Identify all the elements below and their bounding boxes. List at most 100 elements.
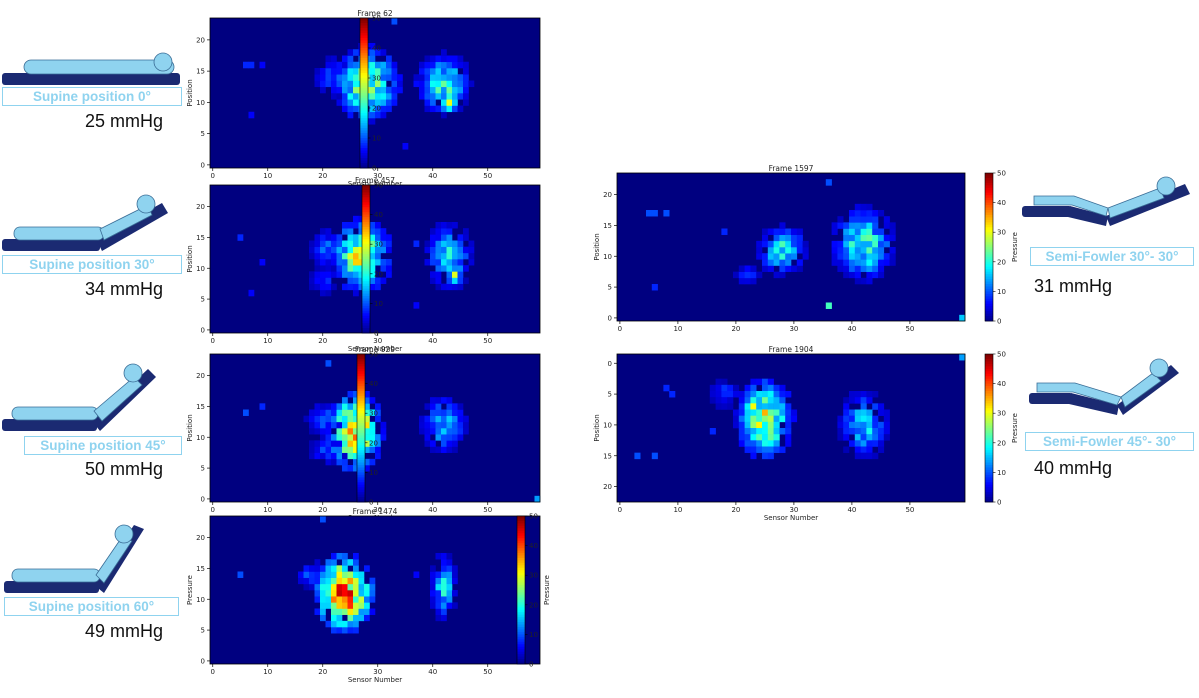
heatmap-cell [463, 421, 469, 429]
y-tick-label: 15 [196, 234, 205, 242]
heatmap-cell [837, 421, 844, 429]
heatmap-cell [336, 93, 343, 100]
colorbar-segment [360, 18, 368, 21]
pressure-value: 49 mmHg [85, 621, 164, 641]
heatmap-cell [375, 86, 381, 94]
heatmap-cell [375, 111, 381, 119]
heatmap-cell [889, 228, 896, 235]
heatmap-cell [347, 403, 354, 410]
heatmap-cell [756, 391, 763, 398]
heatmap-cell [435, 74, 442, 81]
heatmap-cell [785, 265, 792, 272]
heatmap-cell [767, 240, 774, 248]
colorbar-frame [359, 17, 369, 169]
heatmap-cell [866, 446, 873, 453]
colorbar-segment [985, 264, 993, 268]
heatmap-cell [314, 577, 321, 585]
heatmap-cell [762, 428, 769, 435]
heatmap-cell [651, 452, 658, 460]
heatmap-cell [843, 253, 850, 260]
heatmap-cell [435, 86, 442, 94]
heatmap-cell [380, 99, 387, 106]
heatmap-cell [380, 277, 387, 284]
heatmap-cell [767, 378, 774, 386]
heatmap-cell [353, 458, 359, 466]
colorbar-segment [517, 634, 525, 638]
posture-semi-fowler-45-illustration [1025, 355, 1199, 420]
colorbar-segment [985, 308, 993, 312]
heatmap-cell [849, 216, 856, 223]
heatmap-cell [796, 247, 803, 254]
heatmap-cell [347, 627, 354, 634]
heatmap-cell [854, 452, 861, 460]
heatmap-cell [342, 271, 348, 278]
colorbar-segment [985, 474, 993, 478]
heatmap-cell [435, 61, 442, 69]
colorbar-segment [985, 254, 993, 258]
colorbar-segment [357, 358, 365, 362]
heatmap-cell [325, 583, 332, 591]
heatmap-cell [762, 452, 769, 460]
colorbar-segment [985, 288, 993, 292]
colorbar-segment [357, 450, 365, 454]
colorbar-segment [985, 358, 993, 362]
heatmap-cell [358, 240, 365, 247]
heatmap-cell [386, 240, 392, 247]
colorbar-segment [985, 403, 993, 407]
heatmap-cell [314, 559, 321, 566]
heatmap-cell [721, 403, 728, 410]
heatmap-cell [430, 74, 436, 81]
heatmap-cell [375, 240, 381, 247]
heatmap-cell [441, 228, 447, 235]
heatmap-cell [331, 409, 337, 416]
heatmap-cell [785, 421, 792, 429]
colorbar-segment [362, 273, 370, 277]
heatmap-cell [446, 440, 453, 447]
colorbar-segment [985, 293, 993, 297]
heatmap-cell [843, 228, 850, 235]
heatmap-cell [791, 409, 798, 416]
colorbar-segment [360, 25, 368, 29]
colorbar-segment [362, 236, 370, 240]
colorbar-segment [985, 234, 993, 238]
heatmap-cell [446, 61, 453, 69]
heatmap-cell [331, 608, 337, 615]
heatmap-cell [843, 247, 850, 254]
heatmap-cell [430, 55, 436, 63]
heatmap-cell [446, 99, 453, 106]
heatmap-cell [446, 105, 453, 113]
heatmap-cell [744, 265, 751, 272]
colorbar-tick-label: 10 [374, 300, 383, 308]
colorbar-segment [985, 354, 993, 357]
heatmap-cell [353, 440, 359, 447]
heatmap-cell [773, 434, 780, 441]
heatmap-cell [347, 590, 354, 597]
colorbar-segment [985, 182, 993, 186]
heatmap-cell [468, 240, 475, 247]
heatmap-cell [463, 86, 469, 94]
colorbar-segment [362, 254, 370, 257]
colorbar-segment [360, 65, 368, 69]
colorbar-segment [985, 276, 993, 280]
heatmap-cell [831, 253, 838, 260]
heatmap-cell [325, 61, 332, 69]
heatmap-cell [364, 602, 370, 609]
colorbar-segment [357, 420, 365, 424]
colorbar-segment [985, 366, 993, 370]
heatmap-cell [424, 99, 431, 106]
heatmap-cell [773, 271, 780, 279]
colorbar-tick-label: 0 [997, 318, 1001, 326]
heatmap-cell [727, 391, 734, 398]
heatmap-cell [375, 61, 381, 69]
heatmap-cell [750, 378, 757, 386]
heatmap-cell [336, 271, 343, 278]
colorbar-segment [985, 445, 993, 449]
heatmap-cell [849, 271, 856, 279]
heatmap-cell [878, 253, 885, 260]
heatmap-cell [825, 302, 832, 309]
colorbar-segment [362, 189, 370, 193]
heatmap-cell [364, 590, 370, 597]
colorbar-segment [362, 231, 370, 235]
colorbar-frame [516, 515, 526, 665]
colorbar-segment [517, 580, 525, 583]
